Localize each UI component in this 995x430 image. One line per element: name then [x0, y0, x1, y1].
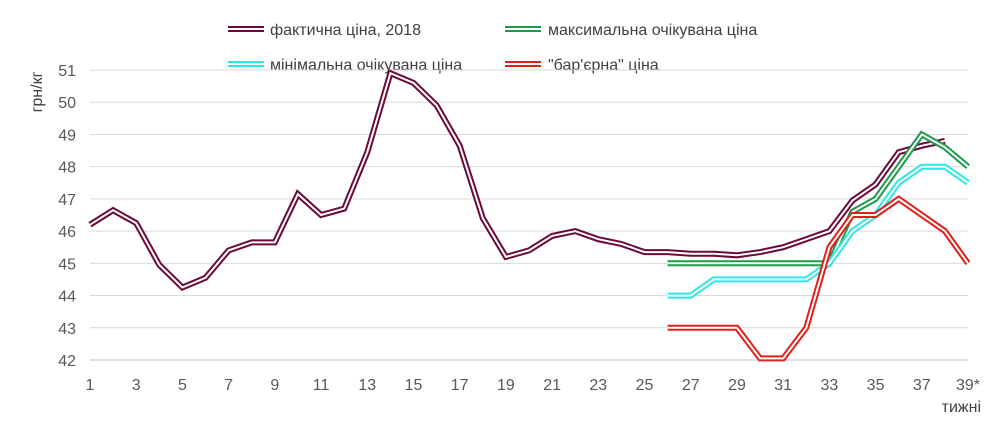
x-tick-label: 13 — [358, 377, 376, 394]
series-line-inner — [667, 197, 969, 360]
x-tick-label: 3 — [132, 377, 141, 394]
x-tick-label: 39* — [956, 377, 980, 394]
x-tick-label: 23 — [589, 377, 607, 394]
x-tick-label: 33 — [820, 377, 838, 394]
legend-item-actual-price: фактична ціна, 2018 — [228, 22, 421, 39]
x-tick-label: 17 — [451, 377, 469, 394]
y-tick-label: 49 — [58, 127, 76, 144]
x-tick-label: 29 — [728, 377, 746, 394]
x-tick-label: 15 — [405, 377, 423, 394]
x-tick-label: 21 — [543, 377, 561, 394]
y-tick-label: 43 — [58, 321, 76, 338]
y-axis-title: грн/кг — [29, 71, 46, 112]
x-tick-label: 25 — [636, 377, 654, 394]
series-2 — [667, 163, 970, 299]
y-tick-label: 44 — [58, 289, 76, 306]
y-tick-label: 50 — [58, 95, 76, 112]
x-tick-label: 31 — [774, 377, 792, 394]
y-tick-label: 48 — [58, 160, 76, 177]
series-line-inner — [667, 133, 969, 265]
series-0 — [88, 69, 946, 292]
legend-item-min-price: мінімальна очікувана ціна — [228, 57, 462, 74]
x-tick-label: 27 — [682, 377, 700, 394]
y-tick-label: 42 — [58, 353, 76, 370]
x-tick-label: 35 — [867, 377, 885, 394]
x-tick-label: 7 — [224, 377, 233, 394]
gridlines — [90, 69, 968, 329]
series-1 — [667, 130, 970, 267]
y-tick-label: 47 — [58, 192, 76, 209]
y-tick-label: 45 — [58, 256, 76, 273]
y-tick-label: 46 — [58, 224, 76, 241]
legend-label-max-price: максимальна очікувана ціна — [548, 22, 757, 39]
legend-item-barrier-price: "бар'єрна" ціна — [505, 57, 659, 74]
x-tick-label: 9 — [270, 377, 279, 394]
x-axis-title: тижні — [942, 399, 981, 416]
legend: фактична ціна, 2018 максимальна очікуван… — [228, 22, 757, 74]
legend-label-actual-price: фактична ціна, 2018 — [270, 22, 421, 39]
x-tick-label: 37 — [913, 377, 931, 394]
legend-item-max-price: максимальна очікувана ціна — [505, 22, 757, 39]
series-lines — [88, 69, 971, 362]
legend-label-barrier-price: "бар'єрна" ціна — [548, 57, 659, 74]
series-line-inner — [667, 165, 969, 297]
legend-label-min-price: мінімальна очікувана ціна — [270, 57, 462, 74]
x-tick-label: 11 — [313, 377, 330, 394]
y-tick-label: 51 — [58, 63, 76, 80]
series-line-inner — [89, 71, 946, 289]
series-3 — [667, 195, 971, 362]
y-axis-ticks: 42 43 44 45 46 47 48 49 50 51 — [58, 63, 76, 370]
series-line — [88, 69, 946, 292]
x-axis-ticks: 1 3 5 7 9 11 13 15 17 19 21 23 25 27 29 31 33 35 37 39* — [86, 377, 980, 394]
x-tick-label: 5 — [178, 377, 187, 394]
x-tick-label: 19 — [497, 377, 515, 394]
x-tick-label: 1 — [86, 377, 95, 394]
